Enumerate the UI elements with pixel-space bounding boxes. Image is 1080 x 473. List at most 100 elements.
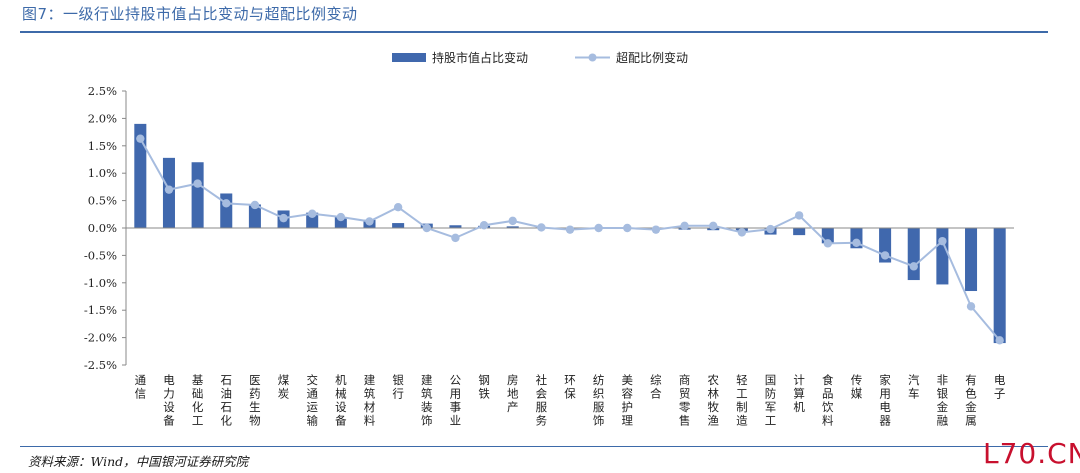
bar [334, 217, 347, 228]
x-tick-label: 交通运输 [306, 373, 318, 428]
x-tick-label: 煤炭 [278, 373, 290, 401]
category-labels: 通信 电力设备 基础化工 石油石化 医药生物 煤炭 交通运输 机械设备 建筑材料 银行 建筑装饰 公用… [135, 373, 1006, 428]
title-rule [20, 31, 1048, 33]
line-point [279, 213, 288, 223]
bar [793, 228, 806, 236]
x-tick-label: 建筑材料 [364, 373, 376, 428]
line-point [880, 251, 890, 260]
legend-line-marker [588, 53, 597, 62]
line-point [709, 221, 718, 231]
x-tick-label: 石油石化 [221, 373, 233, 428]
y-tick-label: 2.0% [88, 111, 117, 125]
legend-bar-label: 持股市值占比变动 [432, 50, 528, 65]
footer-rule [20, 446, 1048, 447]
y-tick-label: 2.5% [88, 84, 117, 98]
line-point [422, 223, 431, 233]
x-tick-label: 环保 [564, 373, 576, 401]
line-point [136, 134, 145, 143]
line-point [852, 238, 861, 247]
line-point [193, 179, 202, 188]
legend: 持股市值占比变动 超配比例变动 [392, 50, 688, 65]
chart-title: 图7：一级行业持股市值占比变动与超配比例变动 [22, 5, 358, 23]
line-point [680, 221, 689, 231]
line-point [737, 228, 747, 237]
bar [936, 228, 949, 285]
line-point [565, 225, 575, 234]
x-tick-label: 钢铁 [478, 373, 490, 401]
x-tick-label: 有色金属 [965, 373, 977, 428]
x-tick-label: 基础化工 [192, 373, 204, 428]
x-tick-label: 美容护理 [622, 373, 634, 428]
bar [449, 225, 462, 228]
x-tick-label: 非银金融 [937, 373, 949, 428]
line-point [966, 302, 976, 311]
line-point [307, 209, 317, 218]
x-tick-label: 机械设备 [335, 373, 347, 428]
x-tick-label: 电子 [994, 373, 1006, 401]
x-tick-label: 计算机 [793, 373, 805, 414]
line-point [995, 336, 1004, 345]
x-tick-label: 国防军工 [765, 373, 777, 428]
line-point [451, 233, 460, 243]
x-tick-label: 农林牧渔 [707, 373, 719, 428]
y-axis: 2.5% 2.0% 1.5% 1.0% 0.5% 0.0% -0.5% -1.0% -1.5% -… [84, 84, 127, 372]
x-tick-label: 电力设备 [163, 373, 175, 428]
bar [506, 226, 519, 228]
line-series [136, 134, 1004, 345]
bar [220, 193, 233, 228]
x-tick-label: 传媒 [851, 373, 863, 401]
line-point [479, 221, 489, 230]
x-tick-label: 银行 [392, 373, 404, 401]
line-point [823, 239, 833, 248]
y-tick-label: 1.5% [88, 139, 117, 153]
line-point [794, 211, 804, 220]
line-point [393, 202, 403, 212]
line-point [537, 223, 546, 232]
bar [965, 228, 978, 292]
x-tick-label: 纺织服饰 [593, 373, 605, 428]
x-tick-label: 社会服务 [536, 373, 548, 428]
bar [248, 204, 261, 228]
y-tick-label: -0.5% [84, 248, 117, 262]
y-tick-label: 1.0% [88, 166, 117, 180]
line-point [938, 236, 947, 246]
x-tick-label: 家用电器 [879, 373, 891, 428]
x-tick-label: 综合 [650, 373, 662, 401]
line-point [336, 212, 346, 222]
series-line [139, 138, 1001, 341]
source-note: 资料来源：Wind，中国银河证券研究院 [28, 454, 249, 469]
line-point [164, 185, 174, 194]
legend-line-label: 超配比例变动 [616, 50, 688, 65]
line-point [222, 199, 231, 208]
x-tick-label: 房地产 [507, 373, 519, 414]
y-tick-label: 0.0% [88, 221, 117, 235]
bar [993, 228, 1006, 344]
line-point [623, 223, 632, 233]
x-tick-label: 通信 [135, 373, 147, 401]
line-point [250, 200, 260, 210]
x-tick-label: 公用事业 [450, 373, 462, 428]
x-tick-label: 食品饮料 [822, 373, 834, 428]
x-tick-label: 建筑装饰 [421, 373, 433, 428]
bar [134, 123, 147, 228]
x-tick-label: 汽车 [908, 373, 920, 401]
line-point [909, 262, 918, 271]
line-point [508, 216, 517, 226]
y-tick-label: -2.0% [84, 331, 117, 345]
y-tick-label: -2.5% [84, 358, 117, 372]
line-point [365, 217, 374, 226]
x-tick-label: 医药生物 [249, 373, 261, 428]
line-point [766, 224, 775, 234]
bar [907, 228, 920, 281]
bar [191, 162, 204, 228]
watermark-logo: L70.CN [983, 437, 1080, 470]
x-tick-label: 轻工制造 [736, 373, 748, 428]
bar [392, 223, 405, 228]
x-tick-label: 商贸零售 [679, 373, 691, 428]
line-point [594, 223, 603, 233]
y-tick-label: -1.5% [84, 303, 117, 317]
y-tick-label: 0.5% [88, 194, 117, 208]
legend-bar-swatch [392, 53, 426, 62]
y-tick-label: -1.0% [84, 276, 117, 290]
